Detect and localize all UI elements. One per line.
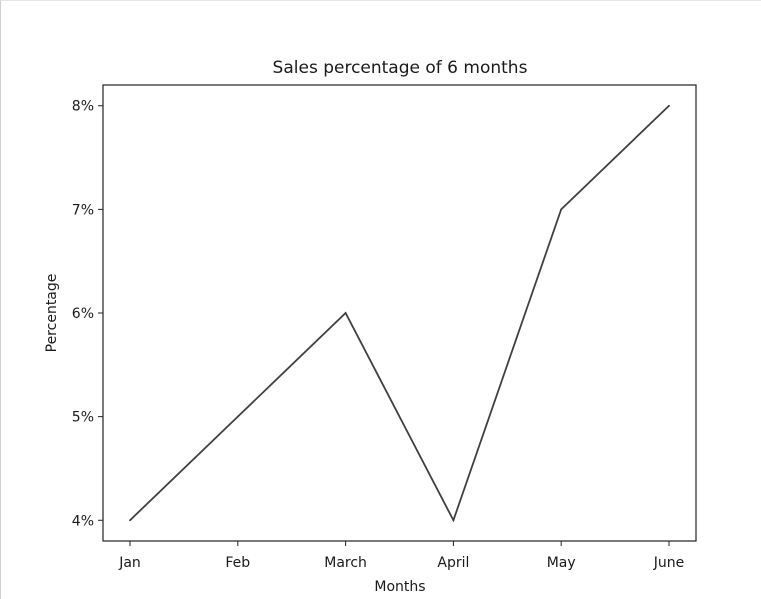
data-point: [452, 519, 455, 522]
x-tick-label: Jan: [118, 555, 141, 571]
y-tick-label: 8%: [72, 99, 94, 115]
x-tick-label: Feb: [225, 555, 250, 571]
x-axis: Jan Feb March April May June: [118, 541, 684, 571]
data-point: [344, 312, 347, 314]
data-point: [560, 208, 563, 211]
y-axis: 4% 5% 6% 7% 8%: [72, 99, 103, 529]
series-line: [129, 105, 670, 523]
plot-area: [102, 84, 697, 542]
y-tick-label: 7%: [72, 202, 94, 218]
data-point: [236, 415, 239, 418]
x-axis-label: Months: [374, 579, 425, 595]
x-tick-label: March: [324, 555, 367, 571]
x-tick-label: June: [653, 555, 685, 571]
x-tick-label: April: [437, 555, 469, 571]
x-tick-label: May: [547, 555, 576, 571]
y-tick-label: 4%: [72, 513, 94, 529]
data-point: [129, 519, 131, 522]
y-tick-label: 6%: [72, 306, 94, 322]
data-point: [668, 104, 670, 107]
y-tick-label: 5%: [72, 410, 94, 426]
chart-title: Sales percentage of 6 months: [273, 58, 528, 78]
y-axis-label: Percentage: [44, 274, 60, 353]
series-points: [129, 104, 670, 522]
